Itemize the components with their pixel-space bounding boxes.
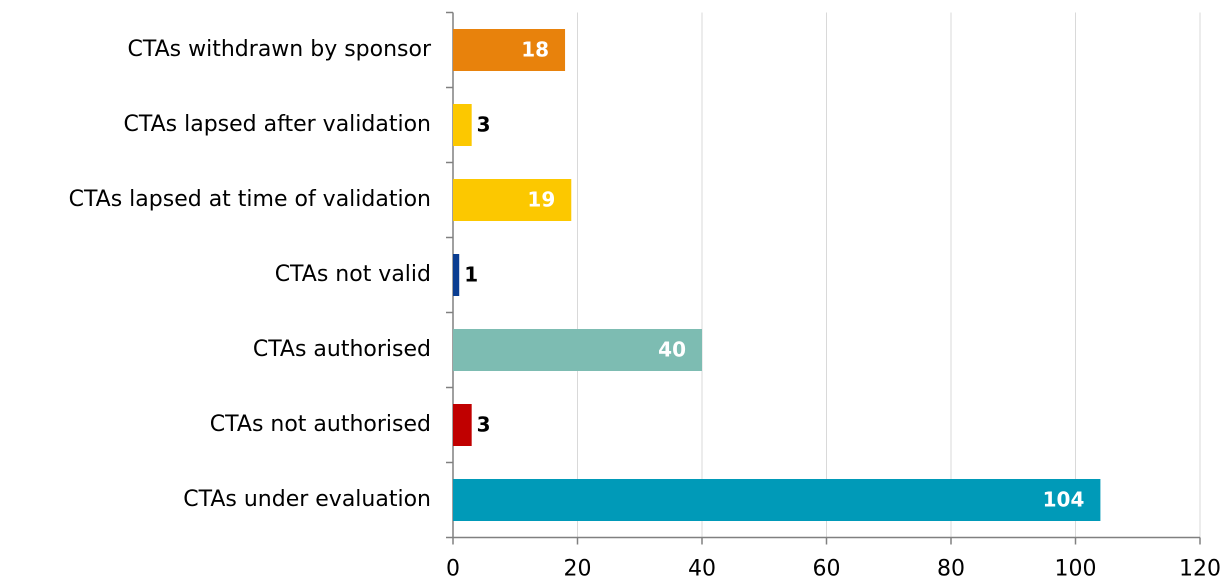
y-tick-label: CTAs not valid [275, 262, 431, 287]
y-tick-label: CTAs lapsed at time of validation [69, 187, 431, 212]
data-label: 3 [477, 113, 491, 137]
bar [453, 179, 572, 221]
bar [453, 404, 472, 446]
bar [453, 479, 1101, 521]
x-tick-label: 20 [564, 557, 592, 580]
data-label: 40 [658, 338, 686, 362]
x-tick-label: 60 [813, 557, 841, 580]
x-tick-label: 100 [1055, 557, 1097, 580]
y-tick-label: CTAs under evaluation [183, 487, 431, 512]
data-label: 1 [464, 263, 478, 287]
bar [453, 329, 702, 371]
bar [453, 104, 472, 146]
data-label: 104 [1043, 488, 1085, 512]
x-tick-label: 80 [937, 557, 965, 580]
y-tick-label: CTAs withdrawn by sponsor [128, 37, 432, 62]
data-label: 18 [521, 38, 549, 62]
y-tick-label: CTAs lapsed after validation [124, 112, 431, 137]
x-tick-label: 120 [1179, 557, 1221, 580]
data-label: 3 [477, 413, 491, 437]
y-tick-label: CTAs authorised [253, 337, 431, 362]
y-tick-label: CTAs not authorised [210, 412, 431, 437]
bar [453, 254, 460, 296]
x-tick-label: 40 [688, 557, 716, 580]
data-label: 19 [527, 188, 555, 212]
bar [453, 29, 566, 71]
x-tick-label: 0 [446, 557, 460, 580]
